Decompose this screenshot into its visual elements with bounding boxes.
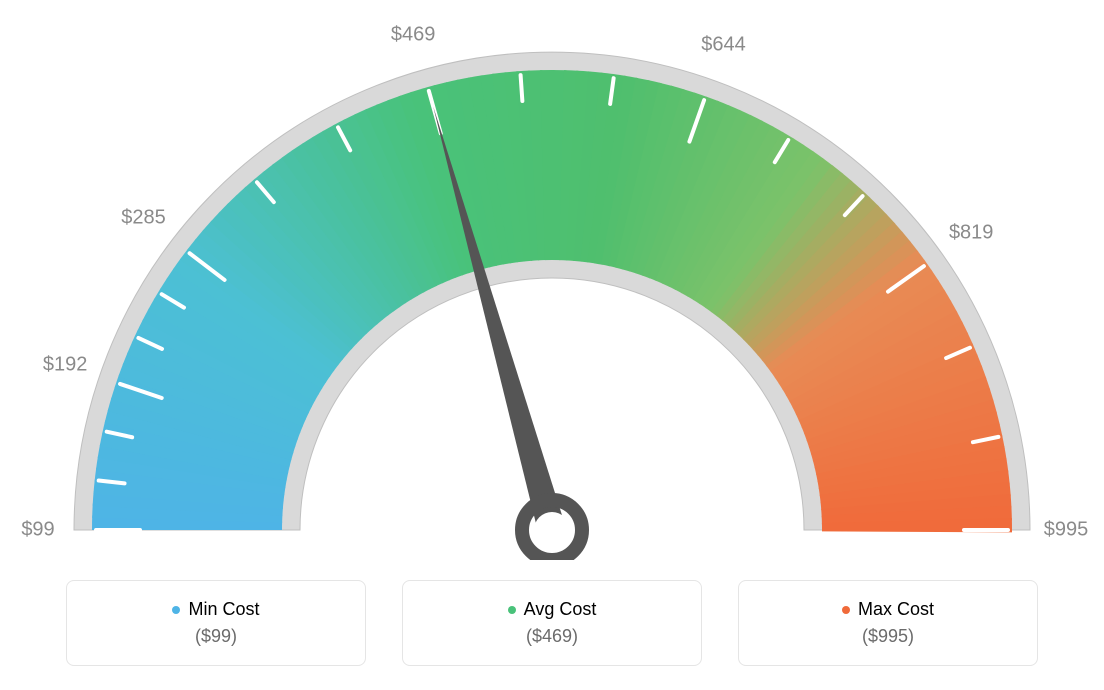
gauge-tick-label: $469 [391,24,436,47]
legend-card-avg: Avg Cost ($469) [402,580,702,666]
legend-value-max: ($995) [862,626,914,647]
legend-title-min: Min Cost [172,599,259,620]
gauge-tick-label: $819 [949,221,994,244]
gauge-tick-label: $644 [701,34,746,57]
gauge-area: $99 $192 $285 $469 $644 $819 $995 [0,0,1104,560]
legend-label-min: Min Cost [188,599,259,620]
legend-label-max: Max Cost [858,599,934,620]
legend-card-max: Max Cost ($995) [738,580,1038,666]
legend-card-min: Min Cost ($99) [66,580,366,666]
legend-dot-max [842,606,850,614]
legend-title-avg: Avg Cost [508,599,597,620]
gauge-tick-label: $285 [121,207,166,230]
legend-value-min: ($99) [195,626,237,647]
gauge-svg [0,0,1104,560]
legend-row: Min Cost ($99) Avg Cost ($469) Max Cost … [0,580,1104,666]
legend-title-max: Max Cost [842,599,934,620]
legend-dot-min [172,606,180,614]
legend-value-avg: ($469) [526,626,578,647]
gauge-tick-label: $995 [1044,519,1089,542]
gauge-tick-label: $99 [21,519,54,542]
cost-gauge-chart: $99 $192 $285 $469 $644 $819 $995 Min Cost ($9… [0,0,1104,690]
gauge-tick-label: $192 [43,354,88,377]
legend-label-avg: Avg Cost [524,599,597,620]
legend-dot-avg [508,606,516,614]
